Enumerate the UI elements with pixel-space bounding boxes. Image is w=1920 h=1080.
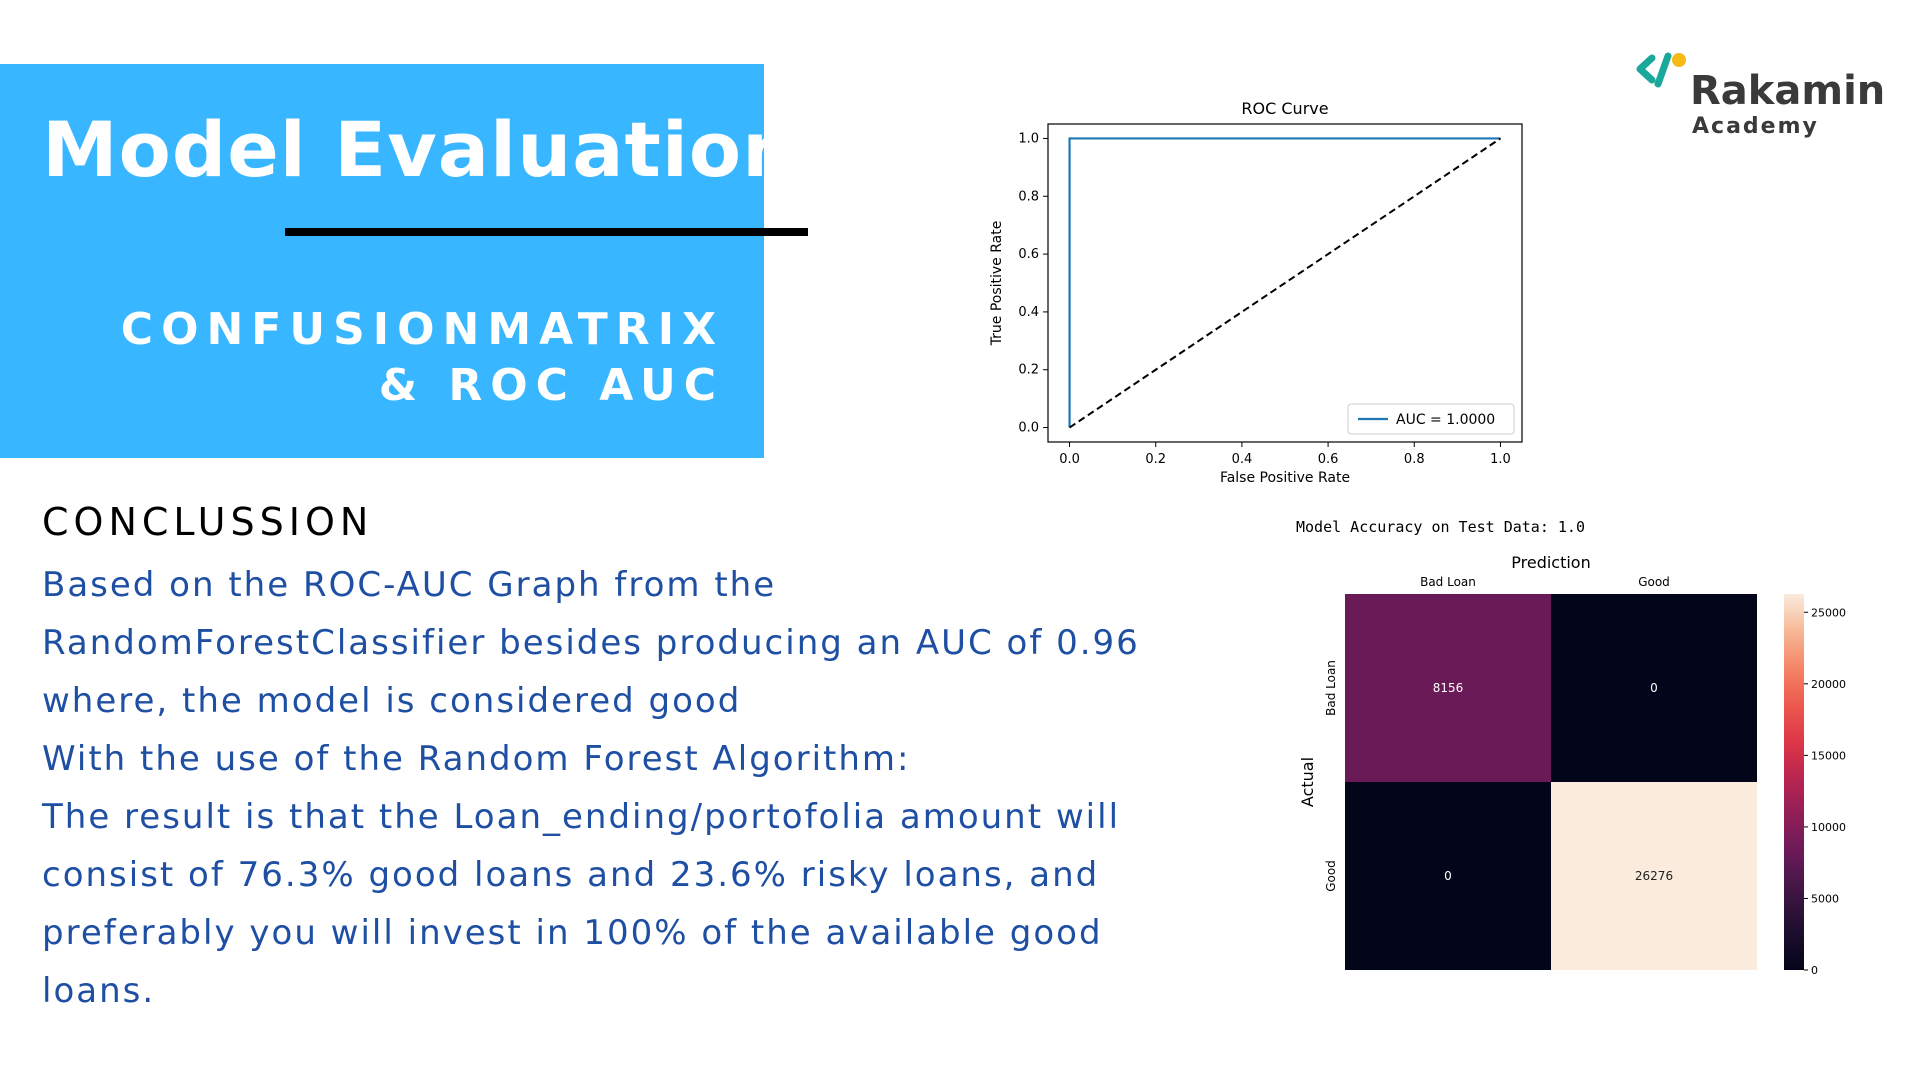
cm-row-label: Bad Loan (1324, 660, 1338, 716)
cm-cell-value: 0 (1444, 869, 1452, 883)
conclusion-line: preferably you will invest in 100% of th… (42, 913, 1103, 953)
roc-x-tick-label: 1.0 (1490, 452, 1511, 467)
model-accuracy-text: Model Accuracy on Test Data: 1.0 (1296, 518, 1585, 536)
cm-column-label: Bad Loan (1420, 575, 1476, 589)
roc-x-tick-label: 0.6 (1318, 452, 1339, 467)
cm-colorbar-tick-label: 10000 (1811, 821, 1846, 834)
rakamin-logo: Rakamin Academy (1636, 50, 1896, 140)
slide-subtitle: CONFUSIONMATRIX & ROC AUC (121, 302, 724, 414)
roc-title: ROC Curve (1241, 99, 1328, 118)
roc-y-axis-label: True Positive Rate (989, 221, 1005, 347)
roc-chart: ROC Curve 0.0 0.2 0.4 0.6 0.8 1.0 0.0 0.2 0.4 0.6 0… (989, 99, 1523, 486)
roc-y-tick-label: 0.0 (1018, 421, 1039, 436)
roc-x-tick-label: 0.4 (1232, 452, 1253, 467)
conclusion-line: consist of 76.3% good loans and 23.6% ri… (42, 855, 1100, 895)
roc-legend-label: AUC = 1.0000 (1396, 412, 1495, 428)
conclusion-line: where, the model is considered good (42, 681, 742, 721)
conclusion-line: loans. (42, 971, 156, 1011)
code-bracket-icon (1636, 52, 1686, 88)
roc-y-tick-label: 0.6 (1018, 247, 1039, 262)
logo-name: Rakamin (1690, 68, 1886, 114)
roc-y-tick-label: 0.2 (1018, 363, 1039, 378)
cm-actual-label: Actual (1298, 757, 1317, 807)
cm-cell (1551, 782, 1757, 970)
cm-cell (1551, 594, 1757, 782)
cm-cell (1345, 594, 1551, 782)
cm-colorbar-tick-label: 25000 (1811, 606, 1846, 619)
roc-y-tick-label: 1.0 (1018, 131, 1039, 146)
conclusion-text: Based on the ROC-AUC Graph from the Rand… (42, 556, 1192, 1020)
cm-colorbar-tick-label: 20000 (1811, 678, 1846, 691)
conclusion-heading: CONCLUSSION (42, 500, 374, 544)
confusion-matrix-chart: Prediction Bad Loan Good Bad Loan Good Actual… (1298, 553, 1846, 977)
cm-cell-value: 8156 (1433, 681, 1464, 695)
logo-subtitle: Academy (1692, 114, 1819, 139)
subtitle-line-1: CONFUSIONMATRIX (120, 304, 724, 355)
conclusion-line: With the use of the Random Forest Algori… (42, 739, 911, 779)
cm-colorbar (1784, 594, 1804, 970)
roc-y-tick-label: 0.8 (1018, 189, 1039, 204)
conclusion-line: RandomForestClassifier besides producing… (42, 623, 1140, 663)
roc-x-tick-label: 0.2 (1145, 452, 1166, 467)
cm-cell-value: 26276 (1635, 869, 1673, 883)
roc-x-axis-label: False Positive Rate (1220, 470, 1350, 486)
roc-x-tick-label: 0.0 (1059, 452, 1080, 467)
cm-row-label: Good (1324, 860, 1338, 892)
cm-colorbar-tick-label: 0 (1811, 964, 1818, 977)
cm-colorbar-tick-label: 5000 (1811, 892, 1839, 905)
roc-baseline-diagonal (1068, 137, 1502, 429)
conclusion-line: The result is that the Loan_ending/porto… (42, 797, 1121, 837)
cm-column-label: Good (1638, 575, 1670, 589)
cm-prediction-title: Prediction (1511, 553, 1590, 572)
roc-x-tick-label: 0.8 (1404, 452, 1425, 467)
cm-colorbar-tick-label: 15000 (1811, 749, 1846, 762)
cm-cell-value: 0 (1650, 681, 1658, 695)
cm-cell (1345, 782, 1551, 970)
roc-curve-line (1068, 137, 1501, 428)
title-banner (0, 64, 764, 458)
title-underline (285, 228, 808, 236)
subtitle-line-2: & ROC AUC (378, 360, 724, 411)
slide-title: Model Evaluation (42, 105, 798, 194)
roc-y-tick-label: 0.4 (1018, 305, 1039, 320)
roc-legend-box (1347, 403, 1515, 435)
conclusion-line: Based on the ROC-AUC Graph from the (42, 565, 777, 605)
